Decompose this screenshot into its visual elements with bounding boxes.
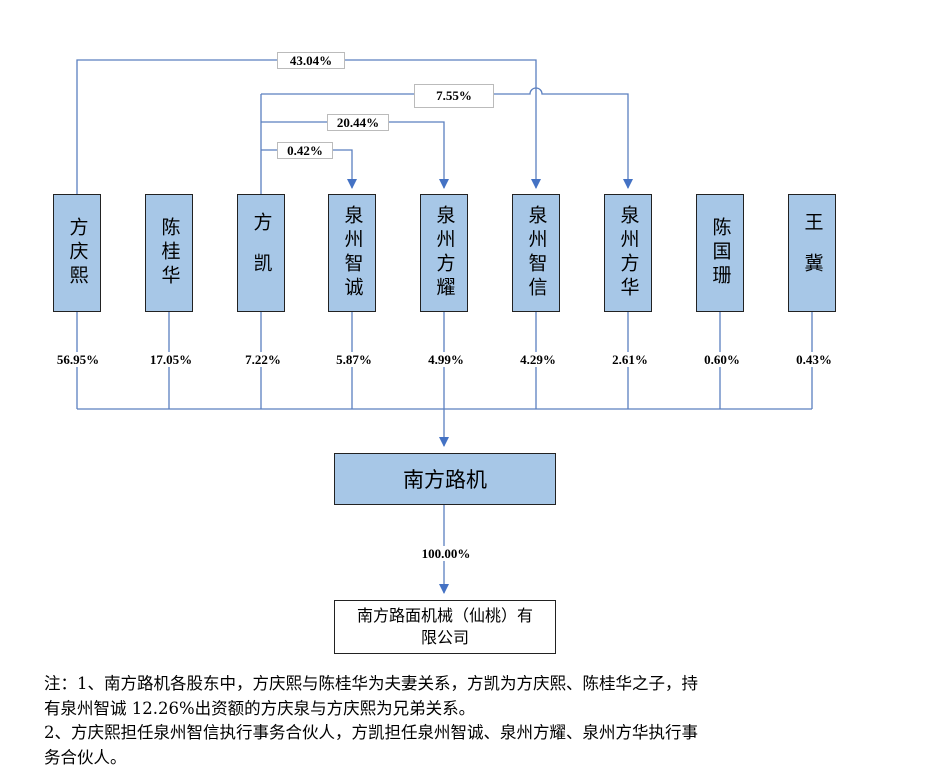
subsidiary-name-line2: 限公司 [420,628,469,647]
note-line: 有泉州智诚 12.26%出资额的方庆泉与方庆熙为兄弟关系。 [44,698,476,718]
stake-label: 4.99% [419,352,473,367]
shareholder-name: 方庆熙 [66,217,89,289]
stake-label: 5.87% [327,352,381,367]
stake-label: 56.95% [48,352,108,367]
shareholder-box: 王冀 [788,194,836,312]
note-line: 务合伙人。 [44,747,127,767]
stake-label: 0.60% [695,352,749,367]
shareholder-name: 陈国珊 [709,217,732,289]
shareholder-name: 泉州智诚 [341,205,364,301]
shareholder-box: 泉州方耀 [420,194,468,312]
shareholder-name: 陈桂华 [158,217,181,289]
subsidiary-box: 南方路面机械（仙桃）有 限公司 [334,600,556,654]
link-label-fangkai-fanghua: 7.55% [414,84,494,108]
subsidiary-stake-label: 100.00% [403,546,489,561]
shareholder-name: 泉州方耀 [433,205,456,301]
shareholder-box: 泉州智诚 [328,194,376,312]
link-label-fangkai-fangyao: 20.44% [327,114,389,131]
shareholder-name: 泉州智信 [525,205,548,301]
ownership-diagram: 43.04% 7.55% 20.44% 0.42% 方庆熙 陈桂华 方凯 泉州智… [48,52,841,654]
company-box: 南方路机 [334,453,556,505]
notes-section: 注：1、南方路机各股东中，方庆熙与陈桂华为夫妻关系，方凯为方庆熙、陈桂华之子，持… [44,672,904,770]
stake-label: 0.43% [787,352,841,367]
note-line: 注：1、南方路机各股东中，方庆熙与陈桂华为夫妻关系，方凯为方庆熙、陈桂华之子，持 [44,674,698,693]
stake-label: 7.22% [236,352,290,367]
shareholder-name: 方凯 [250,212,273,294]
company-name: 南方路机 [403,468,487,492]
shareholder-name: 泉州方华 [617,205,640,301]
shareholder-name: 王冀 [801,212,824,294]
link-label-fangqingxi-zhixin: 43.04% [277,52,345,69]
note-line: 2、方庆熙担任泉州智信执行事务合伙人，方凯担任泉州智诚、泉州方耀、泉州方华执行事 [44,723,698,742]
subsidiary-name-line1: 南方路面机械（仙桃）有 [356,606,533,625]
shareholder-box: 方庆熙 [53,194,101,312]
stake-label: 17.05% [141,352,201,367]
stake-label: 2.61% [603,352,657,367]
shareholder-box: 方凯 [237,194,285,312]
shareholder-box: 陈桂华 [145,194,193,312]
shareholder-box: 泉州智信 [512,194,560,312]
shareholder-box: 陈国珊 [696,194,744,312]
shareholder-box: 泉州方华 [604,194,652,312]
link-label-fangkai-zhicheng: 0.42% [277,142,333,159]
stake-label: 4.29% [511,352,565,367]
